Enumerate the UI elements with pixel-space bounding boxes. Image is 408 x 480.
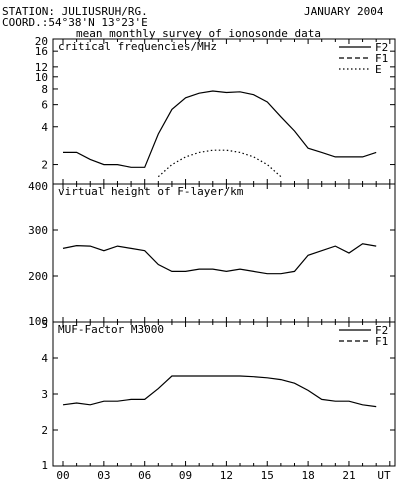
legend-label: E	[375, 63, 382, 76]
y-tick-label: 1	[41, 459, 48, 472]
y-tick-label: 3	[41, 388, 48, 401]
subtitle-label: mean monthly survey of ionosonde data	[76, 27, 322, 40]
y-tick-label: 20	[35, 35, 48, 48]
y-tick-label: 300	[28, 224, 48, 237]
x-tick-label: 06	[138, 469, 151, 480]
x-tick-label: 21	[342, 469, 355, 480]
panel-frame	[52, 321, 396, 467]
x-tick-label: 09	[179, 469, 192, 480]
y-tick-label: 2	[41, 159, 48, 172]
panel-title: critical frequencies/MHz	[58, 40, 217, 53]
y-tick-label: 4	[41, 352, 48, 365]
legend-label: F2	[375, 324, 388, 337]
y-tick-label: 12	[35, 61, 48, 74]
x-tick-label: 00	[56, 469, 69, 480]
series-line	[157, 149, 282, 178]
panel-title: MUF-Factor M3000	[58, 323, 164, 336]
x-tick-label: 18	[301, 469, 314, 480]
y-tick-label: 16	[35, 45, 48, 58]
panel-title: virtual height of F-layer/km	[58, 185, 244, 198]
legend-label: F2	[375, 41, 388, 54]
series-line	[63, 90, 377, 168]
y-tick-label: 200	[28, 270, 48, 283]
date-label: JANUARY 2004	[304, 5, 384, 18]
y-tick-label: 100	[28, 315, 48, 328]
legend-label: F1	[375, 52, 388, 65]
coord-label: COORD.:54°38'N 13°23'E	[2, 16, 148, 29]
x-tick-label: UT	[377, 469, 391, 480]
y-tick-label: 10	[35, 71, 48, 84]
panel-frame	[52, 183, 396, 323]
station-label: STATION: JULIUSRUH/RG.	[2, 5, 148, 18]
series-line	[62, 375, 377, 408]
series-line	[62, 243, 377, 275]
y-tick-label: 400	[28, 180, 48, 193]
y-tick-label: 5	[41, 318, 48, 331]
y-tick-label: 2	[41, 424, 48, 437]
legend-label: F1	[375, 335, 388, 348]
y-tick-label: 8	[41, 83, 48, 96]
x-tick-label: 15	[261, 469, 274, 480]
y-tick-label: 6	[41, 99, 48, 112]
y-tick-label: 4	[41, 121, 48, 134]
x-tick-label: 03	[97, 469, 110, 480]
panel-frame	[52, 38, 396, 185]
x-tick-label: 12	[220, 469, 233, 480]
